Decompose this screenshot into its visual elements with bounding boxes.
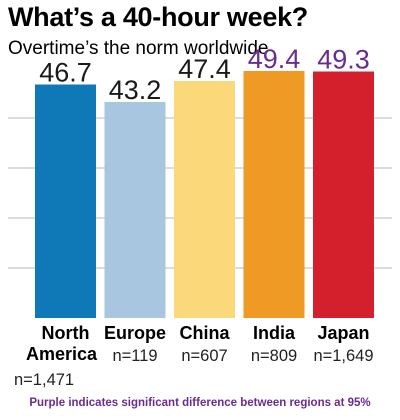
sample-size-label: n=119	[112, 347, 157, 365]
sample-size-label: n=1,649	[313, 347, 373, 365]
category-label: America	[26, 344, 98, 364]
value-label: 49.3	[317, 45, 370, 75]
bars	[35, 71, 374, 318]
category-label: India	[253, 323, 296, 343]
category-label: North	[42, 323, 90, 343]
bar	[174, 81, 235, 318]
value-label: 46.7	[39, 58, 92, 88]
sample-size-label: n=1,471	[14, 371, 74, 389]
sample-size-label: n=607	[181, 347, 227, 365]
value-label: 49.4	[248, 44, 301, 74]
category-label: Europe	[104, 323, 166, 343]
bar	[35, 84, 96, 318]
bar	[313, 71, 374, 318]
value-label: 47.4	[178, 54, 231, 84]
value-label: 43.2	[109, 75, 162, 105]
bar	[104, 102, 166, 318]
footnote: Purple indicates significant difference …	[29, 397, 371, 409]
category-label: China	[179, 323, 230, 343]
chart-subtitle: Overtime’s the norm worldwide	[8, 38, 269, 59]
bar	[243, 71, 305, 318]
sample-size-label: n=809	[251, 347, 297, 365]
category-label: Japan	[317, 323, 369, 343]
chart-title: What’s a 40-hour week?	[8, 2, 308, 32]
